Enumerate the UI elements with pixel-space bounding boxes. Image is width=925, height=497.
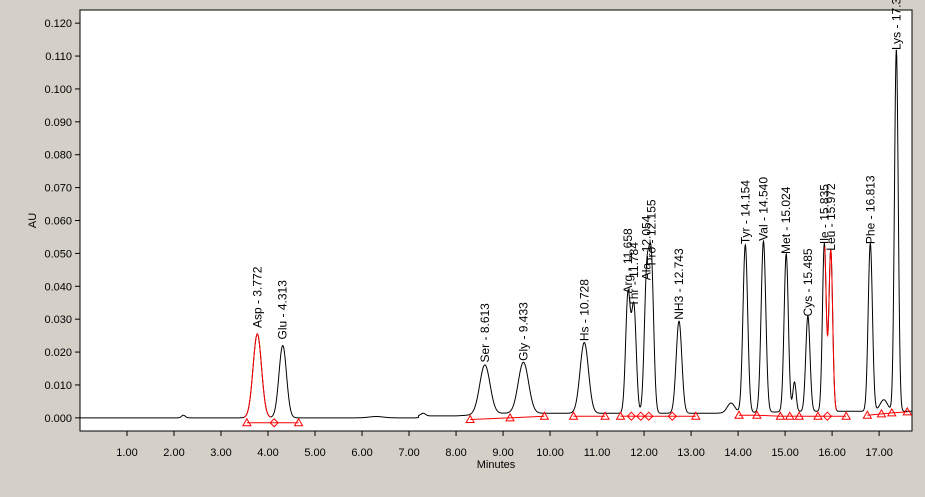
peak-label: Hs - 10.728 xyxy=(577,279,591,341)
x-tick-label: 7.00 xyxy=(398,447,419,459)
marker-triangle xyxy=(876,408,887,418)
peak-integration-overlays xyxy=(243,246,838,418)
y-tick-label: 0.110 xyxy=(45,51,72,63)
peak-label: Asp - 3.772 xyxy=(250,266,264,328)
marker-diamond xyxy=(269,418,279,428)
x-tick-label: 17.00 xyxy=(865,447,893,459)
marker-triangle xyxy=(539,411,550,420)
x-tick-label: 11.00 xyxy=(584,447,611,459)
x-tick-label: 8.00 xyxy=(445,447,466,459)
integration-markers xyxy=(242,406,913,428)
y-tick-label: 0.020 xyxy=(44,347,72,359)
baseline-segment xyxy=(470,417,511,420)
peak-label: Met - 15.024 xyxy=(779,186,793,254)
x-tick-label: 1.00 xyxy=(116,447,137,459)
peak-label: Cys - 15.485 xyxy=(801,248,815,316)
baseline-segment xyxy=(510,415,545,419)
y-tick-label: 0.120 xyxy=(44,18,72,30)
x-tick-label: 15.00 xyxy=(771,447,799,459)
marker-triangle xyxy=(568,411,579,420)
x-axis: 1.00 2.00 3.00 4.00 5.00 6.00 7.00 8.00 9.00 10.0… xyxy=(116,431,893,459)
peak-label: Tyr - 14.154 xyxy=(738,180,752,244)
y-axis-title: AU xyxy=(27,213,39,228)
y-tick-label: 0.000 xyxy=(44,413,72,425)
y-tick-label: 0.010 xyxy=(44,380,72,392)
peak-labels: Asp - 3.772 Glu - 4.313 Ser - 8.613 Gly - 9… xyxy=(250,0,903,363)
x-tick-label: 2.00 xyxy=(163,447,184,459)
y-tick-label: 0.070 xyxy=(44,183,72,195)
y-tick-label: 0.040 xyxy=(44,281,72,293)
marker-triangle xyxy=(886,407,897,417)
peak-label: Ala - 12.054 xyxy=(640,215,654,280)
peak-label: Thr - 11.784 xyxy=(627,242,641,307)
x-tick-label: 9.00 xyxy=(492,447,513,459)
x-tick-label: 5.00 xyxy=(304,447,325,459)
marker-triangle xyxy=(293,417,304,427)
marker-triangle xyxy=(242,417,252,427)
marker-triangle xyxy=(784,411,795,420)
chromatogram-trace xyxy=(80,49,912,419)
peak-label: Ser - 8.613 xyxy=(478,303,492,363)
marker-triangle xyxy=(775,411,786,420)
marker-triangle xyxy=(600,411,610,420)
marker-triangle xyxy=(752,410,762,419)
x-tick-label: 13.00 xyxy=(677,447,705,459)
peak-label: Gly - 9.433 xyxy=(516,302,530,361)
peak-label: Val - 14.540 xyxy=(756,177,770,241)
y-tick-label: 0.090 xyxy=(44,117,72,129)
marker-diamond xyxy=(822,411,833,421)
x-tick-label: 12.00 xyxy=(630,447,658,459)
peak-label: Pro - 12.155 xyxy=(644,199,658,265)
y-axis: 0.000 0.010 0.020 0.030 0.040 0.050 0.060 0.070… xyxy=(44,18,80,425)
marker-triangle xyxy=(841,411,852,420)
y-tick-label: 0.080 xyxy=(44,150,72,162)
peak-overlay xyxy=(824,246,838,411)
marker-triangle xyxy=(794,411,805,420)
baseline-segment xyxy=(756,414,781,417)
y-tick-label: 0.050 xyxy=(44,248,72,260)
marker-triangle xyxy=(734,410,744,419)
x-axis-title: Minutes xyxy=(477,459,516,471)
marker-triangle xyxy=(690,411,701,420)
marker-diamond xyxy=(636,411,646,421)
peak-label: Arg - 11.658 xyxy=(621,228,635,293)
marker-diamond xyxy=(644,411,654,421)
x-tick-label: 3.00 xyxy=(210,447,231,459)
x-tick-label: 16.00 xyxy=(818,447,846,459)
y-tick-label: 0.030 xyxy=(44,314,72,326)
peak-label: Ile - 15.835 xyxy=(817,184,831,244)
peak-overlay xyxy=(243,333,271,418)
marker-triangle xyxy=(862,410,873,419)
peak-label: Phe - 16.813 xyxy=(863,175,877,244)
marker-diamond xyxy=(667,411,677,421)
x-tick-label: 4.00 xyxy=(257,447,278,459)
y-tick-label: 0.100 xyxy=(44,84,72,96)
marker-triangle xyxy=(813,411,823,420)
peak-label: Lys - 17.367 xyxy=(889,0,903,50)
peak-label: Glu - 4.313 xyxy=(276,280,290,340)
marker-triangle xyxy=(902,406,913,416)
marker-triangle xyxy=(465,414,476,423)
y-tick-label: 0.060 xyxy=(44,216,72,228)
peak-label: Leu - 15.972 xyxy=(824,183,838,251)
plot-area xyxy=(79,9,913,432)
x-tick-label: 6.00 xyxy=(351,447,372,459)
marker-diamond xyxy=(626,411,637,421)
marker-triangle xyxy=(505,412,515,422)
x-tick-label: 14.00 xyxy=(724,447,752,459)
peak-label: NH3 - 12.743 xyxy=(672,248,686,320)
x-tick-label: 10.00 xyxy=(536,447,564,459)
marker-triangle xyxy=(615,411,626,420)
